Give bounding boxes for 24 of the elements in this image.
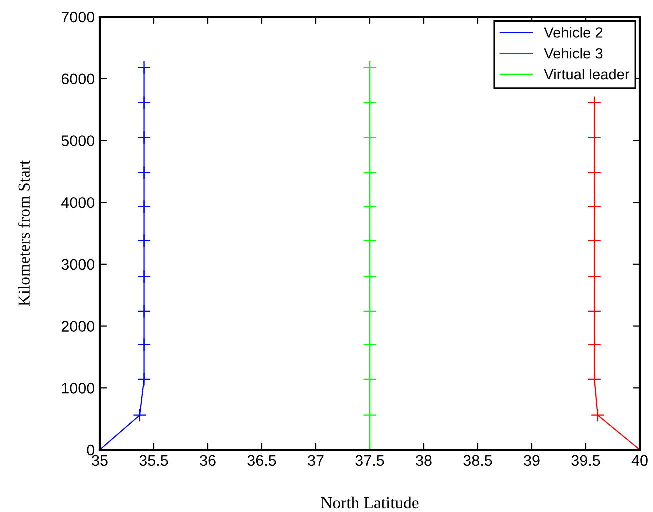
legend-label: Vehicle 2 <box>544 27 603 38</box>
y-tick-label: 2000 <box>62 321 95 332</box>
y-tick-label: 7000 <box>62 12 95 23</box>
x-tick-label: 36 <box>200 455 216 466</box>
legend-label: Virtual leader <box>544 68 630 80</box>
y-tick-label: 1000 <box>62 383 95 394</box>
x-axis-title: North Latitude <box>321 496 419 509</box>
x-tick-label: 37.5 <box>356 455 384 466</box>
y-tick-label: 4000 <box>62 197 95 208</box>
x-tick-label: 39 <box>524 455 540 466</box>
x-tick-label: 38 <box>416 455 432 466</box>
x-tick-label: 38.5 <box>464 455 492 466</box>
x-tick-label: 35 <box>92 455 108 466</box>
y-tick-label: 3000 <box>62 259 95 270</box>
x-tick-label: 35.5 <box>140 455 168 466</box>
y-axis-title: Kilometers from Start <box>18 160 30 306</box>
x-tick-label: 36.5 <box>248 455 276 466</box>
x-tick-label: 37 <box>308 455 324 466</box>
y-tick-label: 0 <box>87 444 95 456</box>
x-tick-label: 39.5 <box>572 455 600 466</box>
x-tick-label: 40 <box>632 455 648 466</box>
y-tick-label: 5000 <box>62 136 95 146</box>
legend-label: Vehicle 3 <box>544 48 603 59</box>
y-tick-label: 6000 <box>62 74 95 85</box>
